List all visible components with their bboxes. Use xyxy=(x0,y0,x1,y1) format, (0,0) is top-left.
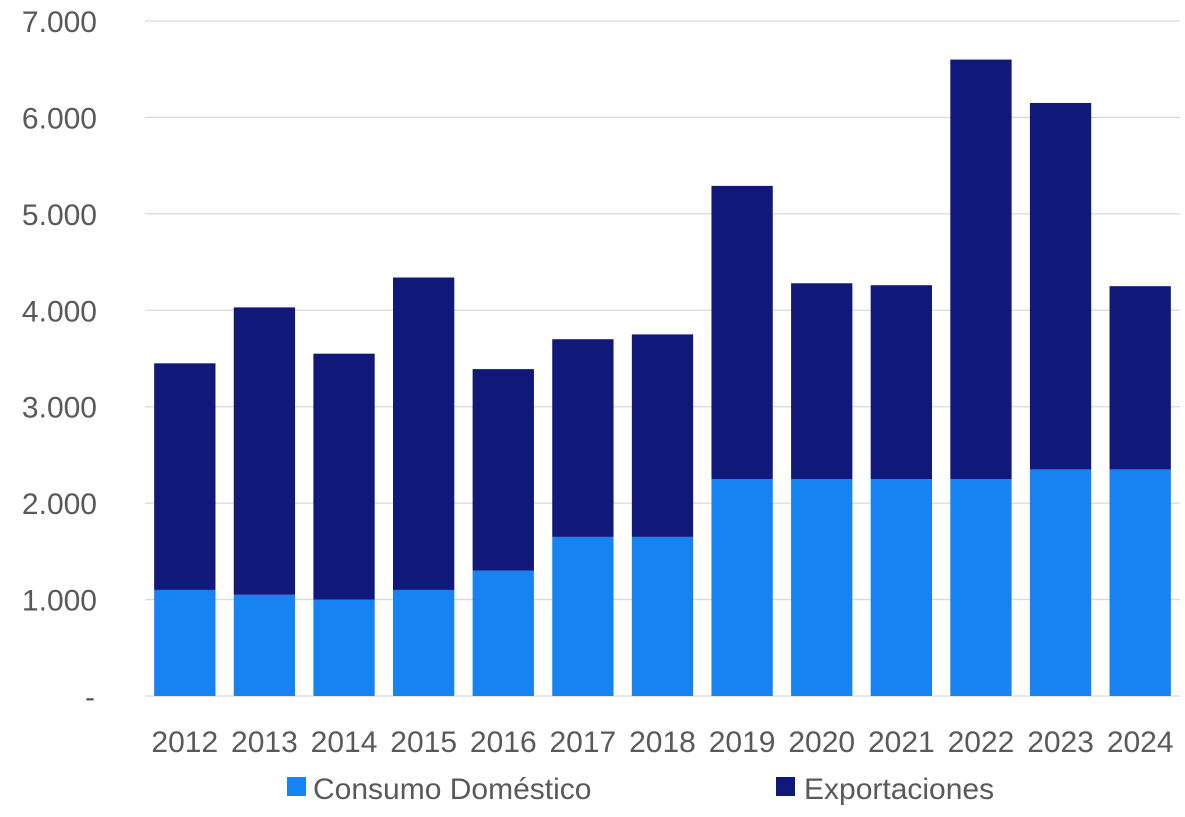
bars xyxy=(154,59,1171,696)
y-tick-label: 1.000 xyxy=(22,585,97,618)
y-tick-label: 7.000 xyxy=(22,6,97,39)
bar-consumo-domestico xyxy=(950,479,1012,696)
y-tick-label: - xyxy=(85,681,95,714)
bar-exportaciones xyxy=(154,363,216,590)
x-tick-label: 2016 xyxy=(470,726,537,759)
bar-exportaciones xyxy=(233,307,296,595)
bar-consumo-domestico xyxy=(233,594,296,696)
bar-consumo-domestico xyxy=(472,570,534,696)
bar-exportaciones xyxy=(552,339,614,537)
x-tick-label: 2014 xyxy=(311,726,378,759)
legend-swatch-consumo xyxy=(287,777,306,796)
bar-consumo-domestico xyxy=(313,599,375,696)
legend-label-consumo: Consumo Doméstico xyxy=(313,773,591,806)
bar-exportaciones xyxy=(393,277,455,590)
legend-label-exportaciones: Exportaciones xyxy=(804,773,994,806)
bar-consumo-domestico xyxy=(870,479,932,696)
bar-consumo-domestico xyxy=(552,536,614,696)
x-tick-label: 2017 xyxy=(550,726,617,759)
bar-exportaciones xyxy=(472,369,534,571)
x-tick-label: 2012 xyxy=(151,726,218,759)
x-tick-label: 2013 xyxy=(231,726,298,759)
y-tick-label: 2.000 xyxy=(22,488,97,521)
bar-exportaciones xyxy=(313,353,375,600)
bar-exportaciones xyxy=(1109,286,1171,470)
bar-consumo-domestico xyxy=(1109,469,1171,696)
bar-exportaciones xyxy=(791,283,853,480)
x-tick-label: 2022 xyxy=(948,726,1015,759)
x-tick-label: 2019 xyxy=(709,726,776,759)
bar-consumo-domestico xyxy=(631,536,694,696)
bar-exportaciones xyxy=(950,59,1012,480)
y-tick-label: 5.000 xyxy=(22,199,97,232)
bar-exportaciones xyxy=(631,334,694,537)
x-tick-label: 2024 xyxy=(1107,726,1174,759)
bar-consumo-domestico xyxy=(393,589,455,696)
bar-exportaciones xyxy=(1029,102,1092,470)
y-tick-label: 6.000 xyxy=(22,102,97,135)
bar-consumo-domestico xyxy=(154,589,216,696)
bar-exportaciones xyxy=(870,285,932,480)
x-tick-label: 2020 xyxy=(788,726,855,759)
y-tick-label: 3.000 xyxy=(22,392,97,425)
x-tick-label: 2018 xyxy=(629,726,696,759)
x-tick-label: 2023 xyxy=(1027,726,1094,759)
bar-exportaciones xyxy=(711,185,773,480)
legend: Consumo Doméstico Exportaciones xyxy=(287,773,994,806)
legend-swatch-exportaciones xyxy=(776,777,795,796)
x-tick-label: 2021 xyxy=(868,726,935,759)
bar-consumo-domestico xyxy=(711,479,773,696)
x-axis-tick-labels: 2012 2013 2014 2015 2016 2017 2018 2019 2020 2021… xyxy=(151,726,1173,759)
bar-consumo-domestico xyxy=(791,479,853,696)
x-tick-label: 2015 xyxy=(390,726,457,759)
y-axis-tick-labels: - 1.000 2.000 3.000 4.000 5.000 6.000 7.000 xyxy=(22,6,97,714)
bar-consumo-domestico xyxy=(1029,469,1092,696)
y-tick-label: 4.000 xyxy=(22,295,97,328)
